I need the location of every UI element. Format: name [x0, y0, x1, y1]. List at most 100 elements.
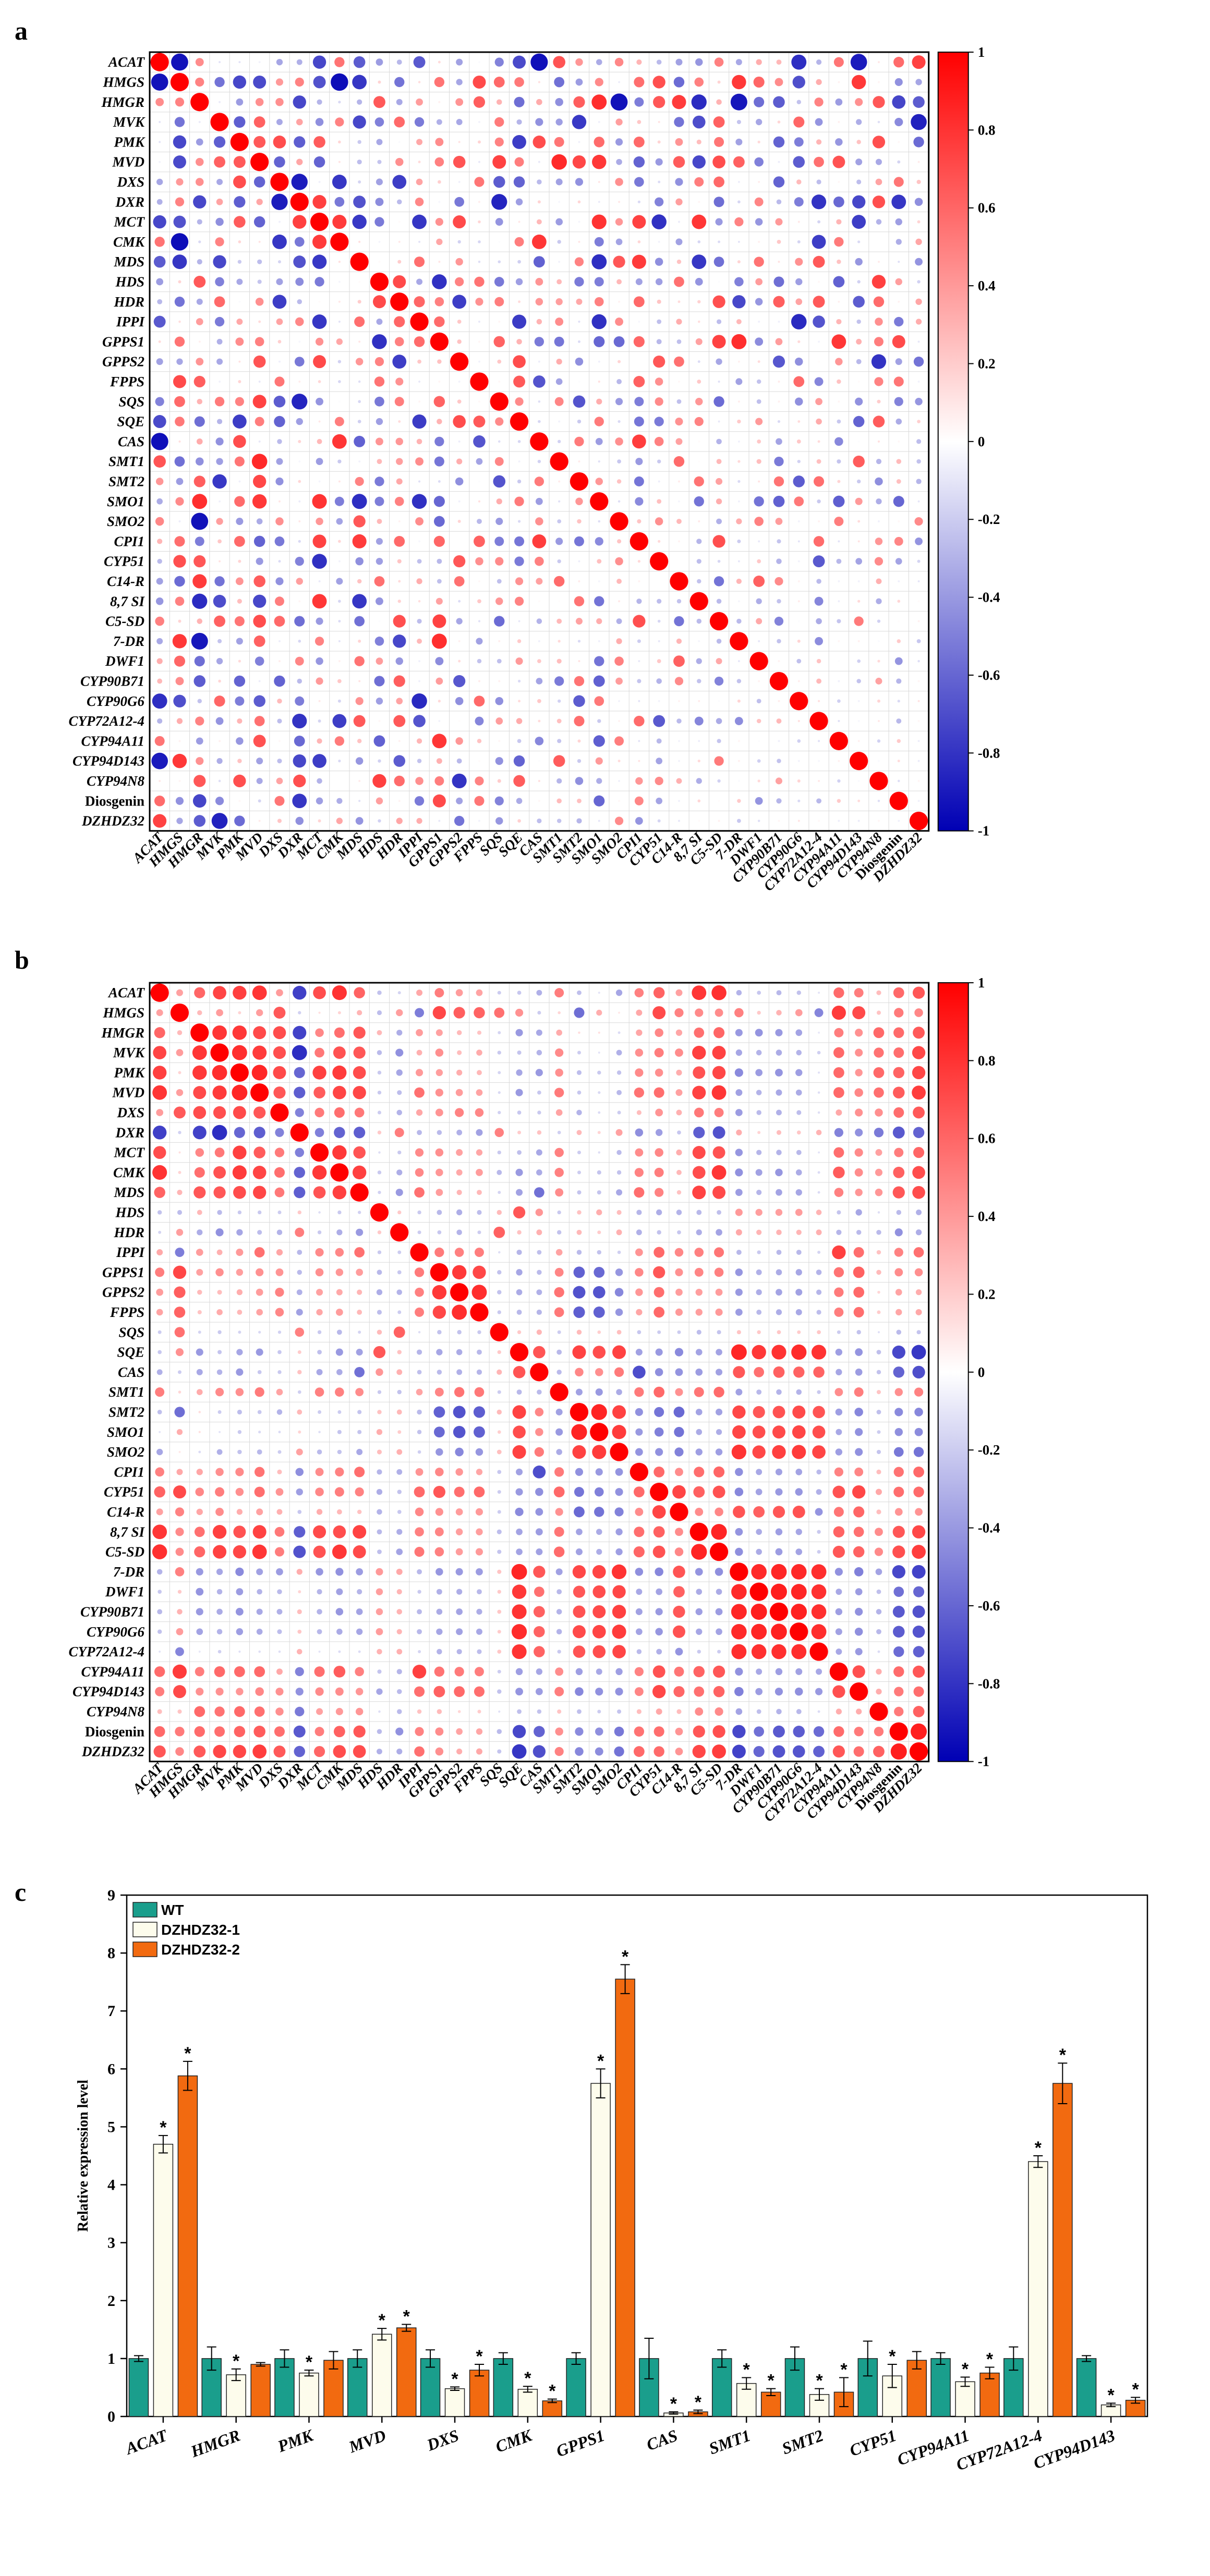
correlation-dot — [414, 117, 425, 127]
correlation-dot — [776, 558, 782, 564]
correlation-dot — [751, 1564, 767, 1580]
correlation-dot — [653, 356, 666, 368]
correlation-dot — [215, 717, 224, 725]
correlation-dot — [153, 255, 166, 268]
correlation-dot — [377, 1529, 382, 1535]
correlation-dot — [538, 360, 540, 363]
correlation-dot — [837, 379, 841, 384]
correlation-dot — [397, 1490, 402, 1494]
correlation-dot — [575, 777, 584, 785]
correlation-dot — [796, 179, 802, 185]
correlation-dot — [756, 59, 762, 65]
correlation-dot — [911, 1345, 926, 1360]
correlation-dot — [176, 1089, 184, 1096]
correlation-dot — [897, 760, 900, 763]
correlation-dot — [358, 280, 361, 283]
correlation-dot — [833, 1267, 844, 1278]
correlation-dot — [537, 1010, 541, 1015]
correlation-dot — [634, 715, 645, 727]
correlation-dot — [833, 196, 844, 207]
correlation-dot — [756, 1469, 763, 1475]
correlation-dot — [474, 1248, 484, 1258]
bar — [590, 2083, 611, 2417]
correlation-dot — [537, 699, 541, 703]
correlation-dot — [495, 757, 503, 765]
correlation-dot — [174, 336, 185, 347]
correlation-dot — [737, 200, 741, 204]
correlation-dot — [476, 1748, 482, 1755]
correlation-dot — [256, 1288, 263, 1296]
correlation-dot — [575, 78, 583, 86]
correlation-dot — [318, 480, 321, 483]
correlation-dot — [657, 819, 661, 823]
correlation-dot — [478, 480, 480, 483]
correlation-dot — [475, 557, 483, 566]
correlation-dot — [338, 101, 341, 104]
correlation-dot — [893, 1586, 904, 1597]
correlation-dot — [898, 440, 900, 443]
correlation-dot — [154, 1666, 165, 1677]
correlation-dot — [596, 59, 602, 65]
row-label: SQS — [118, 1324, 144, 1340]
correlation-dot — [452, 773, 467, 789]
correlation-dot — [554, 676, 564, 686]
correlation-dot — [335, 1467, 344, 1476]
correlation-dot — [238, 1330, 241, 1334]
correlation-dot — [376, 1429, 383, 1435]
correlation-dot — [255, 656, 264, 666]
correlation-dot — [836, 558, 842, 564]
correlation-dot — [797, 719, 800, 723]
correlation-dot — [158, 1590, 162, 1594]
correlation-dot — [476, 458, 483, 465]
correlation-dot — [795, 1529, 802, 1535]
correlation-dot — [874, 1547, 884, 1556]
correlation-dot — [876, 1668, 882, 1675]
correlation-dot — [435, 657, 444, 666]
correlation-dot — [893, 1027, 904, 1038]
correlation-dot — [616, 1090, 622, 1095]
correlation-dot — [893, 1646, 904, 1657]
correlation-dot — [278, 560, 281, 563]
correlation-dot — [756, 459, 761, 464]
correlation-dot — [737, 460, 741, 463]
correlation-dot — [637, 679, 642, 683]
correlation-dot — [575, 357, 584, 366]
correlation-dot — [417, 1450, 421, 1454]
correlation-dot — [158, 1230, 162, 1234]
correlation-dot — [396, 99, 403, 105]
correlation-dot — [853, 1546, 865, 1558]
correlation-dot — [374, 117, 384, 127]
correlation-dot — [818, 1151, 820, 1154]
correlation-dot — [758, 640, 760, 642]
correlation-dot — [753, 1506, 765, 1518]
correlation-dot — [574, 277, 584, 287]
correlation-dot — [834, 1028, 844, 1037]
correlation-dot — [352, 214, 367, 229]
correlation-dot — [595, 1688, 603, 1696]
correlation-dot — [438, 180, 441, 184]
correlation-dot — [855, 1048, 863, 1057]
correlation-dot — [877, 699, 880, 703]
correlation-dot — [835, 358, 843, 365]
correlation-dot — [338, 161, 341, 163]
correlation-dot — [357, 579, 362, 584]
correlation-dot — [396, 1748, 403, 1755]
correlation-dot — [653, 987, 665, 998]
correlation-dot — [696, 658, 702, 664]
correlation-dot — [775, 777, 782, 785]
correlation-dot — [256, 557, 263, 565]
correlation-dot — [370, 1203, 389, 1222]
correlation-dot — [457, 1050, 462, 1055]
correlation-dot — [792, 1405, 806, 1419]
correlation-dot — [555, 298, 563, 306]
correlation-dot — [536, 219, 542, 225]
correlation-dot — [453, 555, 466, 568]
correlation-dot — [914, 517, 923, 526]
row-label: PMK — [113, 1065, 146, 1080]
correlation-dot — [293, 1545, 306, 1558]
correlation-dot — [157, 558, 162, 564]
correlation-dot — [377, 1030, 382, 1035]
correlation-dot — [832, 1545, 845, 1558]
correlation-dot — [295, 1108, 304, 1117]
correlation-dot — [159, 1431, 161, 1433]
